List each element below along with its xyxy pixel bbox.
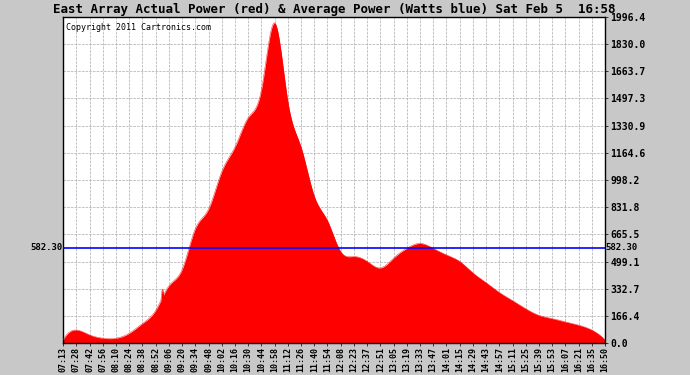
Text: 582.30: 582.30 xyxy=(606,243,638,252)
Text: 582.30: 582.30 xyxy=(30,243,63,252)
Text: Copyright 2011 Cartronics.com: Copyright 2011 Cartronics.com xyxy=(66,24,211,33)
Title: East Array Actual Power (red) & Average Power (Watts blue) Sat Feb 5  16:58: East Array Actual Power (red) & Average … xyxy=(53,3,615,16)
